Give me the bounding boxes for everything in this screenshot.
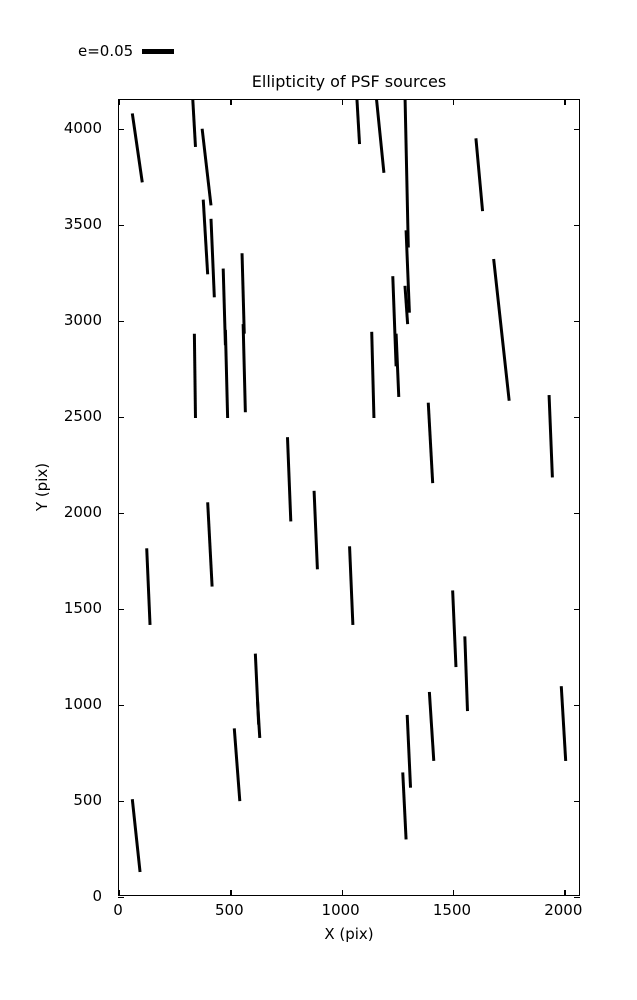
whisker	[463, 636, 469, 712]
y-tick-right	[574, 800, 580, 803]
whisker	[130, 799, 142, 873]
whisker	[427, 691, 436, 762]
whisker	[404, 230, 411, 313]
whisker	[401, 772, 408, 840]
y-tick-label: 1000	[63, 694, 102, 713]
y-tick-right	[574, 608, 580, 611]
legend: e=0.05	[78, 42, 175, 60]
y-tick-label: 3500	[63, 214, 102, 233]
whisker	[403, 100, 410, 248]
y-tick-label: 2000	[63, 502, 102, 521]
whisker	[312, 490, 319, 570]
whisker-data-layer	[119, 100, 579, 895]
whisker	[492, 258, 511, 401]
x-tick	[452, 890, 455, 896]
x-tick-label: 2000	[544, 901, 583, 919]
legend-label: e=0.05	[78, 42, 134, 60]
whisker	[145, 548, 152, 625]
y-tick-right	[574, 512, 580, 515]
y-tick	[118, 512, 124, 515]
whisker	[232, 728, 242, 802]
whisker	[370, 331, 376, 419]
whisker-scale-bar-icon	[142, 49, 175, 54]
whisker	[547, 394, 554, 478]
x-tick-label: 500	[214, 901, 244, 919]
y-tick	[118, 897, 124, 899]
y-tick-right	[574, 416, 580, 419]
whisker	[256, 701, 262, 739]
whisker	[191, 100, 197, 148]
page-title: Ellipticity of PSF sources	[251, 72, 447, 91]
whisker	[474, 138, 485, 212]
whisker	[403, 285, 410, 325]
plot-axes	[118, 99, 580, 899]
x-tick	[230, 890, 232, 896]
whisker	[426, 402, 435, 484]
whisker	[201, 199, 210, 275]
whisker	[451, 590, 458, 668]
y-tick-right	[574, 897, 580, 899]
y-tick	[118, 224, 124, 227]
y-tick	[118, 704, 124, 707]
whisker	[559, 686, 568, 761]
y-tick	[118, 416, 124, 419]
whisker	[200, 128, 213, 206]
x-tick	[564, 890, 566, 896]
whisker	[192, 333, 197, 419]
whisker	[241, 324, 247, 413]
whisker	[405, 714, 413, 788]
y-tick-label: 500	[73, 790, 102, 809]
x-tick-top	[341, 99, 343, 105]
y-tick-label: 1500	[63, 598, 102, 617]
y-tick-right	[574, 320, 580, 323]
x-tick-label: 0	[113, 901, 123, 919]
y-tick-right	[574, 704, 580, 707]
x-axis-label: X (pix)	[324, 925, 374, 943]
y-tick-right	[574, 224, 580, 227]
x-tick	[119, 890, 121, 896]
whisker	[285, 437, 293, 522]
y-tick-label: 0	[92, 887, 102, 905]
y-axis-label: Y (pix)	[33, 462, 51, 512]
x-tick-label: 1500	[432, 901, 472, 919]
x-tick-top	[230, 99, 232, 105]
whisker-svg	[130, 100, 568, 873]
y-tick-label: 3000	[63, 310, 102, 329]
y-tick-label: 2500	[63, 406, 102, 425]
y-tick-right	[574, 128, 580, 131]
y-tick	[118, 608, 124, 611]
y-tick-label: 4000	[63, 118, 102, 137]
x-tick-label: 1000	[321, 901, 360, 919]
whisker	[223, 329, 230, 419]
whisker	[240, 253, 246, 334]
whisker	[348, 546, 355, 625]
whisker	[394, 333, 401, 397]
whisker	[206, 502, 214, 587]
whisker	[130, 113, 144, 183]
x-tick-top	[119, 99, 121, 105]
x-tick-top	[564, 99, 566, 105]
whisker	[375, 100, 386, 173]
y-tick	[118, 128, 124, 131]
x-tick	[341, 890, 343, 896]
whisker	[355, 100, 362, 145]
y-tick	[118, 320, 124, 323]
x-tick-top	[452, 99, 455, 105]
whisker	[209, 218, 216, 298]
y-tick	[118, 800, 124, 803]
